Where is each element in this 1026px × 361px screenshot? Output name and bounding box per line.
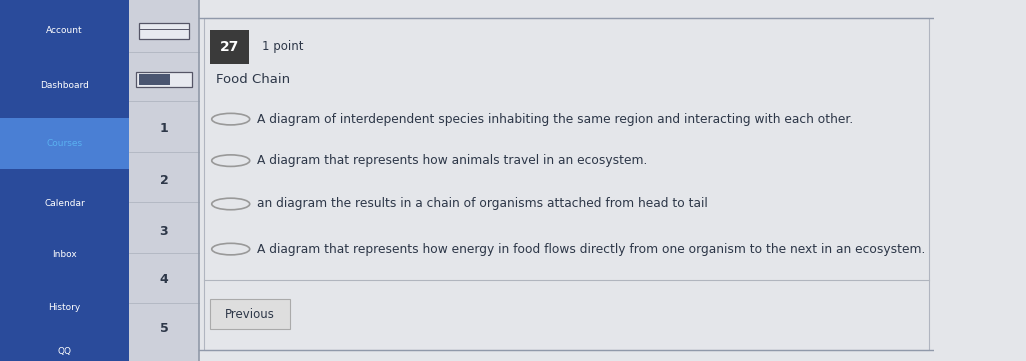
FancyBboxPatch shape xyxy=(139,74,170,85)
Text: A diagram that represents how animals travel in an ecosystem.: A diagram that represents how animals tr… xyxy=(256,154,647,167)
FancyBboxPatch shape xyxy=(210,30,249,64)
Text: QQ: QQ xyxy=(57,348,72,356)
Text: 2: 2 xyxy=(160,174,168,187)
Text: A diagram that represents how energy in food flows directly from one organism to: A diagram that represents how energy in … xyxy=(256,243,925,256)
Text: Dashboard: Dashboard xyxy=(40,82,89,90)
FancyBboxPatch shape xyxy=(129,0,199,361)
FancyBboxPatch shape xyxy=(0,118,129,169)
FancyBboxPatch shape xyxy=(199,0,934,361)
Text: Food Chain: Food Chain xyxy=(215,73,290,86)
Text: 1: 1 xyxy=(160,122,168,135)
Text: Account: Account xyxy=(46,26,83,35)
Text: Inbox: Inbox xyxy=(52,250,77,259)
Text: an diagram the results in a chain of organisms attached from head to tail: an diagram the results in a chain of org… xyxy=(256,197,708,210)
Text: 4: 4 xyxy=(160,273,168,286)
Text: 1 point: 1 point xyxy=(263,40,304,53)
Text: A diagram of interdependent species inhabiting the same region and interacting w: A diagram of interdependent species inha… xyxy=(256,113,854,126)
Text: Courses: Courses xyxy=(46,139,82,148)
FancyBboxPatch shape xyxy=(210,299,289,329)
FancyBboxPatch shape xyxy=(139,22,189,39)
FancyBboxPatch shape xyxy=(135,72,192,87)
Text: History: History xyxy=(48,303,81,312)
Text: 3: 3 xyxy=(160,225,168,238)
Text: 5: 5 xyxy=(160,322,168,335)
Text: Previous: Previous xyxy=(225,308,275,321)
Text: 27: 27 xyxy=(221,40,239,54)
Text: Calendar: Calendar xyxy=(44,200,85,208)
FancyBboxPatch shape xyxy=(0,0,129,361)
FancyBboxPatch shape xyxy=(203,18,930,350)
